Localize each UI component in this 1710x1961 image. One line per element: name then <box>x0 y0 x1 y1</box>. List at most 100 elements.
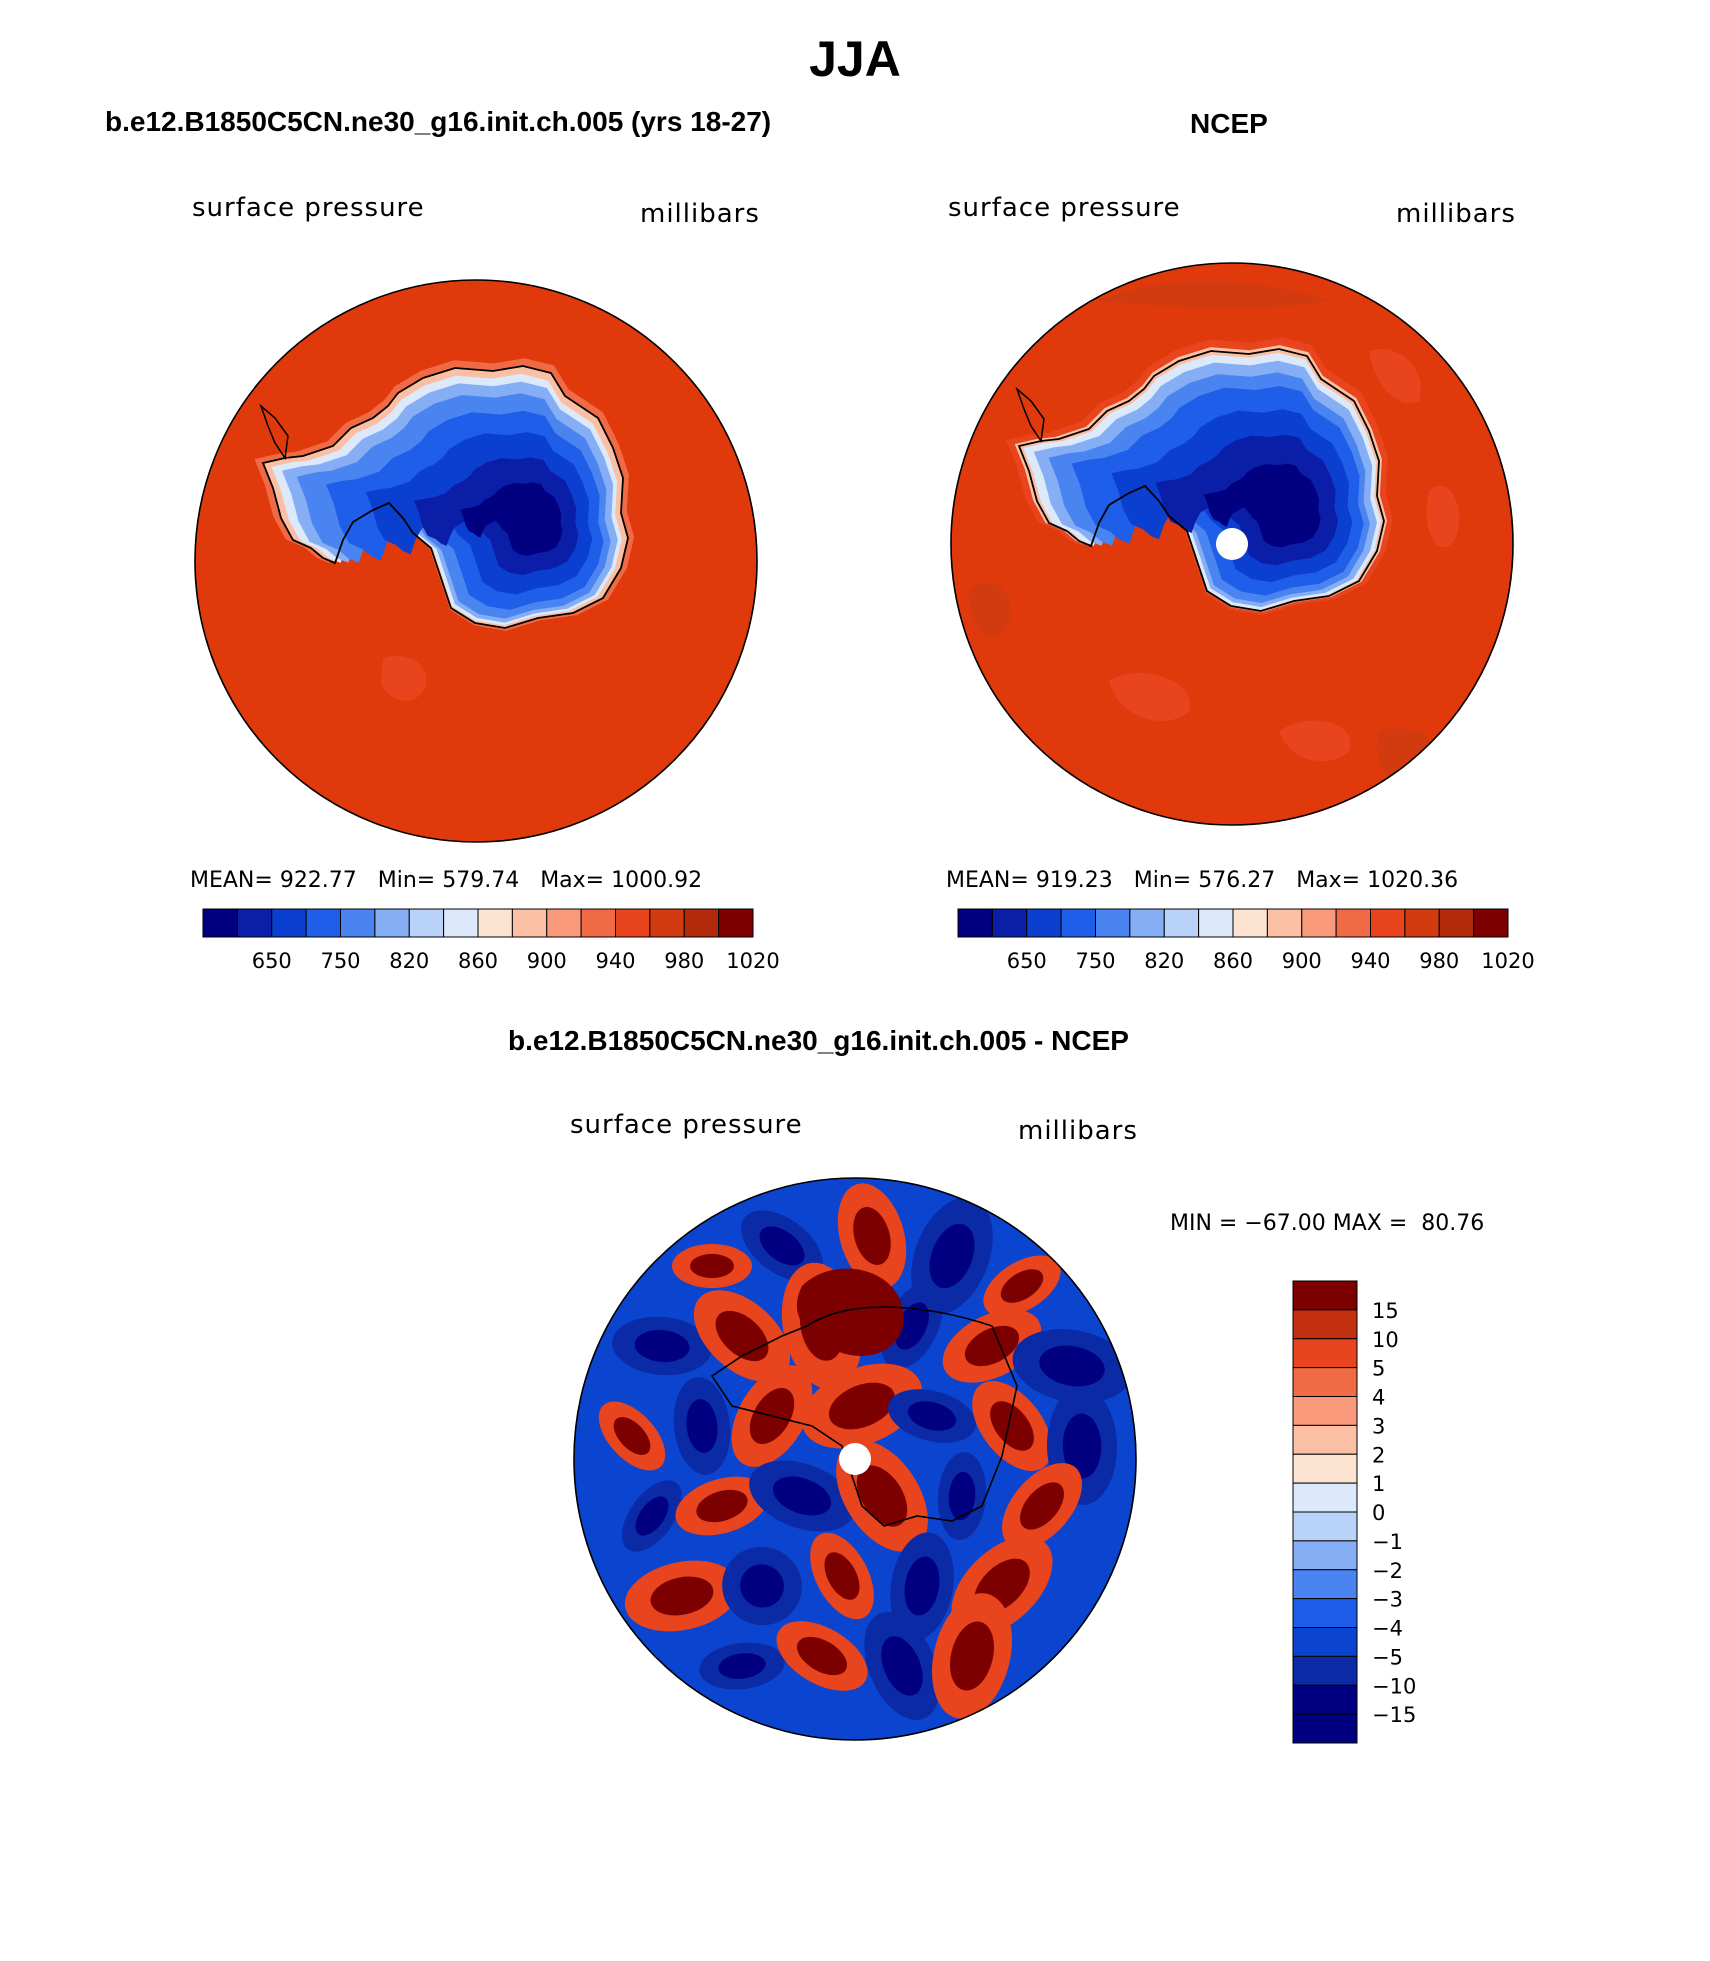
panel2-colorbar-tick-7: 1020 <box>1481 949 1534 973</box>
panel2-colorbar-swatch-5 <box>1129 908 1165 938</box>
panel1-colorbar-swatch-4 <box>340 908 376 938</box>
panel1-colorbar-tick-7: 1020 <box>726 949 779 973</box>
diff-colorbar-tick-7: 0 <box>1372 1501 1385 1525</box>
panel1-coastline <box>261 365 629 629</box>
panel2-contour-5 <box>1426 485 1460 548</box>
diff-pole-hole <box>839 1443 871 1475</box>
diff-colorbar-tick-9: −2 <box>1372 1559 1403 1583</box>
panel2-colorbar-swatch-8 <box>1232 908 1268 938</box>
panel2-coastline <box>1017 348 1385 612</box>
diff-colorbar-tick-2: 5 <box>1372 1357 1385 1381</box>
panel1-colorbar-swatch-7 <box>443 908 479 938</box>
panel2-colorbar-tick-2: 820 <box>1144 949 1184 973</box>
diff-contour-45 <box>948 1471 976 1521</box>
panel1-title: b.e12.B1850C5CN.ne30_g16.init.ch.005 (yr… <box>105 106 772 137</box>
panel1-map <box>194 279 758 843</box>
diff-colorbar-swatch-14 <box>1292 1684 1358 1715</box>
diff-contour-23 <box>613 1417 651 1455</box>
panel1-colorbar-swatch-2 <box>271 908 307 938</box>
panel2-contour-1 <box>1099 281 1329 308</box>
diff-contour-63 <box>881 1636 923 1696</box>
panel2-title: NCEP <box>1190 108 1268 139</box>
figure-title: JJA <box>809 31 901 87</box>
panel2-colorbar-tick-3: 860 <box>1213 949 1253 973</box>
panel1-colorbar-swatch-5 <box>374 908 410 938</box>
panel2-colorbar-swatch-12 <box>1370 908 1406 938</box>
diff-colorbar-swatch-1 <box>1292 1309 1358 1340</box>
diff-field <box>574 1178 1136 1740</box>
diff-contour-49 <box>650 1576 714 1616</box>
panel2-contour-0 <box>969 582 1011 638</box>
diff-minmax: MIN = −67.00 MAX = 80.76 <box>1170 1211 1485 1236</box>
diff-border <box>573 1177 1137 1741</box>
diff-colorbar-tick-12: −5 <box>1372 1645 1403 1669</box>
diff-contour-53 <box>824 1552 860 1600</box>
panel1-field <box>195 280 757 842</box>
panel2-colorbar-swatch-9 <box>1266 908 1303 938</box>
panel1-contour-8 <box>460 482 563 556</box>
panel2-pole-hole <box>1216 528 1248 560</box>
panel2-colorbar-swatch-15 <box>1473 908 1509 938</box>
panel1-stats: MEAN= 922.77 Min= 579.74 Max= 1000.92 <box>190 868 703 893</box>
diff-contour-39 <box>696 1489 748 1523</box>
diff-contour-47 <box>1020 1482 1064 1530</box>
panel1-colorbar-swatch-10 <box>546 908 582 938</box>
diff-colorbar-tick-11: −4 <box>1372 1617 1403 1641</box>
diff-contour-17 <box>895 1302 929 1350</box>
panel1-colorbar-swatch-9 <box>511 908 548 938</box>
diff-contour-7 <box>929 1223 975 1289</box>
panel2-colorbar-tick-4: 900 <box>1282 949 1322 973</box>
diff-colorbar-swatch-6 <box>1292 1453 1358 1484</box>
panel2-units-label: millibars <box>1396 199 1516 229</box>
panel1-variable-label: surface pressure <box>192 193 425 223</box>
panel2-colorbar-tick-5: 940 <box>1350 949 1390 973</box>
diff-contour-25 <box>686 1399 718 1453</box>
panel2-colorbar-swatch-11 <box>1335 908 1371 938</box>
panel2-contour-4 <box>1279 720 1351 762</box>
panel2-colorbar-swatch-7 <box>1198 908 1234 938</box>
diff-colorbar-tick-5: 2 <box>1372 1443 1385 1467</box>
diff-colorbar-tick-8: −1 <box>1372 1530 1403 1554</box>
diff-contour-55 <box>904 1556 940 1616</box>
diff-contour-peak <box>796 1268 904 1356</box>
diff-colorbar-tick-0: 15 <box>1372 1299 1399 1323</box>
panel2-colorbar-swatch-3 <box>1060 908 1096 938</box>
diff-contour-41 <box>772 1476 832 1516</box>
panel1-colorbar-swatch-0 <box>202 908 238 938</box>
diff-colorbar-tick-14: −15 <box>1372 1703 1416 1727</box>
diff-title: b.e12.B1850C5CN.ne30_g16.init.ch.005 - N… <box>508 1025 1129 1056</box>
diff-contour-65 <box>950 1621 994 1691</box>
diff-contour-11 <box>634 1329 690 1363</box>
panel1-colorbar-tick-6: 980 <box>664 949 704 973</box>
diff-colorbar-swatch-5 <box>1292 1424 1358 1455</box>
panel2-colorbar-swatch-4 <box>1095 908 1131 938</box>
panel1-colorbar-swatch-11 <box>580 908 616 938</box>
panel1-colorbar-tick-5: 940 <box>595 949 635 973</box>
panel1-colorbar: 650 750 820 860 900 940 980 1020 <box>202 908 780 973</box>
panel1-colorbar-swatch-6 <box>408 908 445 938</box>
panel2-stats: MEAN= 919.23 Min= 576.27 Max= 1020.36 <box>946 868 1459 893</box>
panel2-colorbar: 650 750 820 860 900 940 980 1020 <box>957 908 1535 973</box>
diff-colorbar-swatch-9 <box>1292 1540 1358 1571</box>
panel2-colorbar-tick-0: 650 <box>1007 949 1047 973</box>
diff-contour-59 <box>718 1653 766 1679</box>
panel1-colorbar-swatch-15 <box>718 908 754 938</box>
diff-colorbar-tick-13: −10 <box>1372 1674 1416 1698</box>
diff-colorbar-swatch-15 <box>1292 1713 1358 1744</box>
panel1-colorbar-swatch-3 <box>305 908 341 938</box>
panel2-colorbar-swatch-2 <box>1026 908 1062 938</box>
panel2-colorbar-tick-6: 980 <box>1419 949 1459 973</box>
diff-colorbar-swatch-0 <box>1292 1280 1358 1311</box>
diff-contour-9 <box>1000 1269 1044 1303</box>
panel2-colorbar-swatch-1 <box>991 908 1028 938</box>
panel2-variable-label: surface pressure <box>948 193 1181 223</box>
diff-units-label: millibars <box>1018 1116 1138 1146</box>
diff-colorbar-tick-6: 1 <box>1372 1472 1385 1496</box>
diff-colorbar-tick-1: 10 <box>1372 1328 1399 1352</box>
panel1-colorbar-swatch-1 <box>236 908 273 938</box>
panel1-colorbar-tick-4: 900 <box>527 949 567 973</box>
diff-contour-1 <box>690 1253 734 1279</box>
panel1-peninsula <box>259 403 289 461</box>
panel2-map <box>950 262 1514 826</box>
panel1-colorbar-tick-0: 650 <box>252 949 292 973</box>
